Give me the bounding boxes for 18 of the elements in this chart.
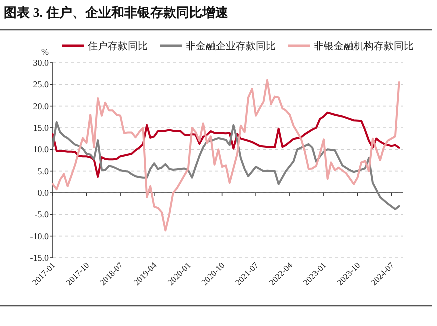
y-tick-label: -5.0 [34, 210, 50, 220]
y-tick-label: 15.0 [33, 123, 50, 133]
y-tick-label: 25.0 [33, 80, 50, 90]
legend-label: 住户存款同比 [88, 40, 148, 52]
line-series [52, 79, 400, 232]
y-tick-label: 0.0 [38, 188, 50, 198]
y-tick-label: -10.0 [30, 231, 50, 242]
legend-label: 非银金融机构存款同比 [314, 40, 414, 52]
y-tick-label: 20.0 [33, 101, 50, 112]
y-axis-title: % [42, 47, 50, 57]
line-series [52, 121, 400, 210]
line-series [52, 112, 400, 178]
y-tick-label: 10.0 [33, 144, 50, 155]
y-tick-label: 30.0 [33, 58, 50, 68]
legend-label: 非金融企业存款同比 [186, 40, 276, 52]
chart-title: 图表 3. 住户、企业和非银存款同比增速 [4, 5, 230, 20]
y-tick-label: -15.0 [30, 253, 50, 263]
y-tick-label: 5.0 [38, 166, 50, 176]
